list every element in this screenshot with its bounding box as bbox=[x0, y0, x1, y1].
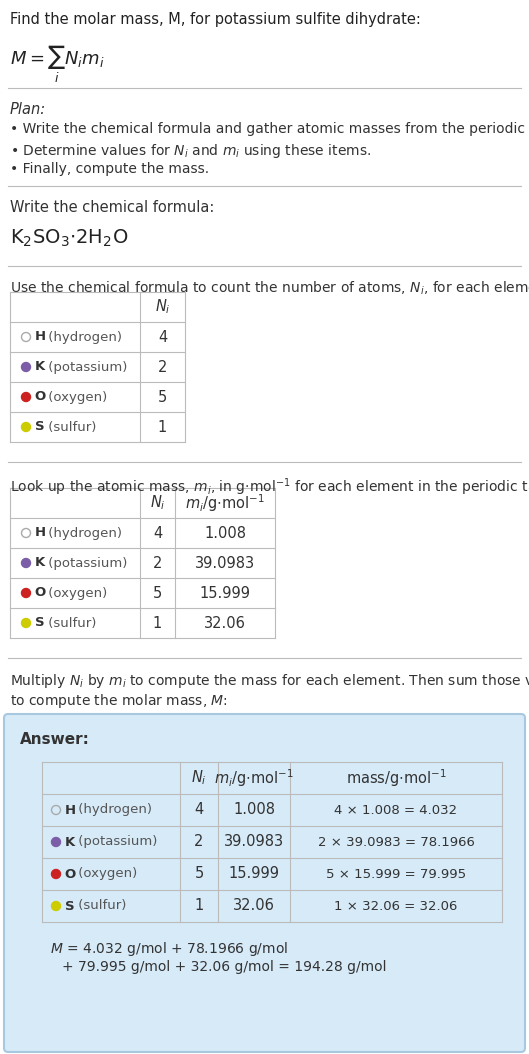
Text: $m_i$/g$\cdot$mol$^{-1}$: $m_i$/g$\cdot$mol$^{-1}$ bbox=[214, 767, 294, 788]
Text: $\bf{H}$: $\bf{H}$ bbox=[65, 803, 76, 817]
Text: $\bf{O}$: $\bf{O}$ bbox=[34, 390, 47, 404]
Text: 4: 4 bbox=[153, 526, 162, 541]
Text: $\bf{H}$: $\bf{H}$ bbox=[34, 527, 47, 540]
Text: 1: 1 bbox=[153, 616, 162, 630]
Text: $\bf{K}$: $\bf{K}$ bbox=[34, 557, 47, 569]
Text: $\bf{O}$: $\bf{O}$ bbox=[34, 586, 47, 600]
Text: 1.008: 1.008 bbox=[233, 802, 275, 818]
Circle shape bbox=[51, 870, 60, 878]
Text: 5: 5 bbox=[194, 866, 204, 881]
Circle shape bbox=[22, 423, 31, 431]
Text: Write the chemical formula:: Write the chemical formula: bbox=[10, 200, 214, 215]
FancyBboxPatch shape bbox=[4, 714, 525, 1052]
Text: $\bf{K}$: $\bf{K}$ bbox=[65, 836, 77, 848]
Circle shape bbox=[22, 392, 31, 402]
Text: 1: 1 bbox=[194, 898, 204, 914]
Text: (oxygen): (oxygen) bbox=[43, 586, 107, 600]
Text: 32.06: 32.06 bbox=[204, 616, 246, 630]
Text: 1.008: 1.008 bbox=[204, 526, 246, 541]
Text: $\bf{S}$: $\bf{S}$ bbox=[34, 617, 45, 629]
Text: $m_i$/g$\cdot$mol$^{-1}$: $m_i$/g$\cdot$mol$^{-1}$ bbox=[185, 492, 265, 514]
Text: 2: 2 bbox=[158, 359, 167, 374]
Text: (potassium): (potassium) bbox=[43, 360, 127, 373]
Text: 4: 4 bbox=[194, 802, 204, 818]
Text: (oxygen): (oxygen) bbox=[74, 867, 137, 880]
Text: • Write the chemical formula and gather atomic masses from the periodic table.: • Write the chemical formula and gather … bbox=[10, 122, 529, 136]
Text: 5: 5 bbox=[158, 390, 167, 405]
Text: 2 × 39.0983 = 78.1966: 2 × 39.0983 = 78.1966 bbox=[317, 836, 475, 848]
Text: (hydrogen): (hydrogen) bbox=[43, 331, 122, 344]
Text: 2: 2 bbox=[153, 555, 162, 570]
Text: Plan:: Plan: bbox=[10, 102, 46, 117]
Text: $\bf{S}$: $\bf{S}$ bbox=[34, 421, 45, 433]
Text: Look up the atomic mass, $m_i$, in g·mol$^{-1}$ for each element in the periodic: Look up the atomic mass, $m_i$, in g·mol… bbox=[10, 476, 529, 497]
Text: $N_i$: $N_i$ bbox=[191, 768, 207, 787]
Text: 39.0983: 39.0983 bbox=[195, 555, 255, 570]
Text: (sulfur): (sulfur) bbox=[43, 421, 96, 433]
Text: 2: 2 bbox=[194, 835, 204, 850]
Circle shape bbox=[22, 363, 31, 371]
Text: 1: 1 bbox=[158, 419, 167, 434]
Text: 32.06: 32.06 bbox=[233, 898, 275, 914]
Text: 1 × 32.06 = 32.06: 1 × 32.06 = 32.06 bbox=[334, 899, 458, 913]
Circle shape bbox=[22, 559, 31, 567]
Text: Use the chemical formula to count the number of atoms, $N_i$, for each element:: Use the chemical formula to count the nu… bbox=[10, 280, 529, 297]
Text: 5: 5 bbox=[153, 586, 162, 601]
Text: + 79.995 g/mol + 32.06 g/mol = 194.28 g/mol: + 79.995 g/mol + 32.06 g/mol = 194.28 g/… bbox=[62, 960, 387, 974]
Text: 4 × 1.008 = 4.032: 4 × 1.008 = 4.032 bbox=[334, 803, 458, 817]
Circle shape bbox=[51, 838, 60, 846]
Text: 15.999: 15.999 bbox=[199, 586, 251, 601]
Text: $N_i$: $N_i$ bbox=[154, 297, 170, 316]
Text: (hydrogen): (hydrogen) bbox=[74, 803, 151, 817]
Text: $\bf{K}$: $\bf{K}$ bbox=[34, 360, 47, 373]
Text: $\bf{O}$: $\bf{O}$ bbox=[65, 867, 77, 880]
Text: $M = \sum_i N_i m_i$: $M = \sum_i N_i m_i$ bbox=[10, 44, 104, 85]
Text: (potassium): (potassium) bbox=[74, 836, 157, 848]
Text: • Determine values for $N_i$ and $m_i$ using these items.: • Determine values for $N_i$ and $m_i$ u… bbox=[10, 142, 371, 160]
Text: Multiply $N_i$ by $m_i$ to compute the mass for each element. Then sum those val: Multiply $N_i$ by $m_i$ to compute the m… bbox=[10, 672, 529, 690]
Circle shape bbox=[22, 588, 31, 598]
Text: $\mathrm{K_2SO_3{\cdot}2H_2O}$: $\mathrm{K_2SO_3{\cdot}2H_2O}$ bbox=[10, 228, 129, 250]
Text: $M$ = 4.032 g/mol + 78.1966 g/mol: $M$ = 4.032 g/mol + 78.1966 g/mol bbox=[50, 940, 288, 958]
Text: 4: 4 bbox=[158, 330, 167, 345]
Text: 15.999: 15.999 bbox=[229, 866, 279, 881]
Text: (hydrogen): (hydrogen) bbox=[43, 527, 122, 540]
Text: (potassium): (potassium) bbox=[43, 557, 127, 569]
Text: Answer:: Answer: bbox=[20, 731, 90, 747]
Text: $N_i$: $N_i$ bbox=[150, 493, 166, 512]
Text: to compute the molar mass, $M$:: to compute the molar mass, $M$: bbox=[10, 692, 228, 710]
Text: $\bf{S}$: $\bf{S}$ bbox=[65, 899, 75, 913]
Circle shape bbox=[51, 901, 60, 911]
Text: (sulfur): (sulfur) bbox=[43, 617, 96, 629]
Text: (sulfur): (sulfur) bbox=[74, 899, 126, 913]
Circle shape bbox=[22, 619, 31, 627]
Text: • Finally, compute the mass.: • Finally, compute the mass. bbox=[10, 162, 209, 176]
Text: $\bf{H}$: $\bf{H}$ bbox=[34, 331, 47, 344]
Text: mass/g$\cdot$mol$^{-1}$: mass/g$\cdot$mol$^{-1}$ bbox=[345, 767, 446, 788]
Text: Find the molar mass, M, for potassium sulfite dihydrate:: Find the molar mass, M, for potassium su… bbox=[10, 12, 421, 27]
Text: 39.0983: 39.0983 bbox=[224, 835, 284, 850]
Text: 5 × 15.999 = 79.995: 5 × 15.999 = 79.995 bbox=[326, 867, 466, 880]
Text: (oxygen): (oxygen) bbox=[43, 390, 107, 404]
